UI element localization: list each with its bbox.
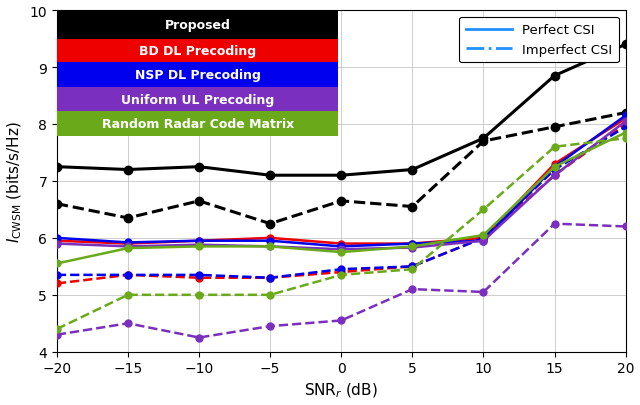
Legend: Perfect CSI, Imperfect CSI: Perfect CSI, Imperfect CSI: [459, 17, 619, 63]
Y-axis label: $I_{\mathrm{CWSM}}$ (bits/s/Hz): $I_{\mathrm{CWSM}}$ (bits/s/Hz): [6, 121, 24, 242]
Text: NSP DL Precoding: NSP DL Precoding: [134, 69, 260, 82]
Text: Random Radar Code Matrix: Random Radar Code Matrix: [102, 118, 294, 131]
Text: Uniform UL Precoding: Uniform UL Precoding: [121, 94, 275, 107]
X-axis label: SNR$_r$ (dB): SNR$_r$ (dB): [305, 381, 378, 399]
Text: Proposed: Proposed: [164, 19, 230, 32]
Text: BD DL Precoding: BD DL Precoding: [139, 45, 256, 58]
